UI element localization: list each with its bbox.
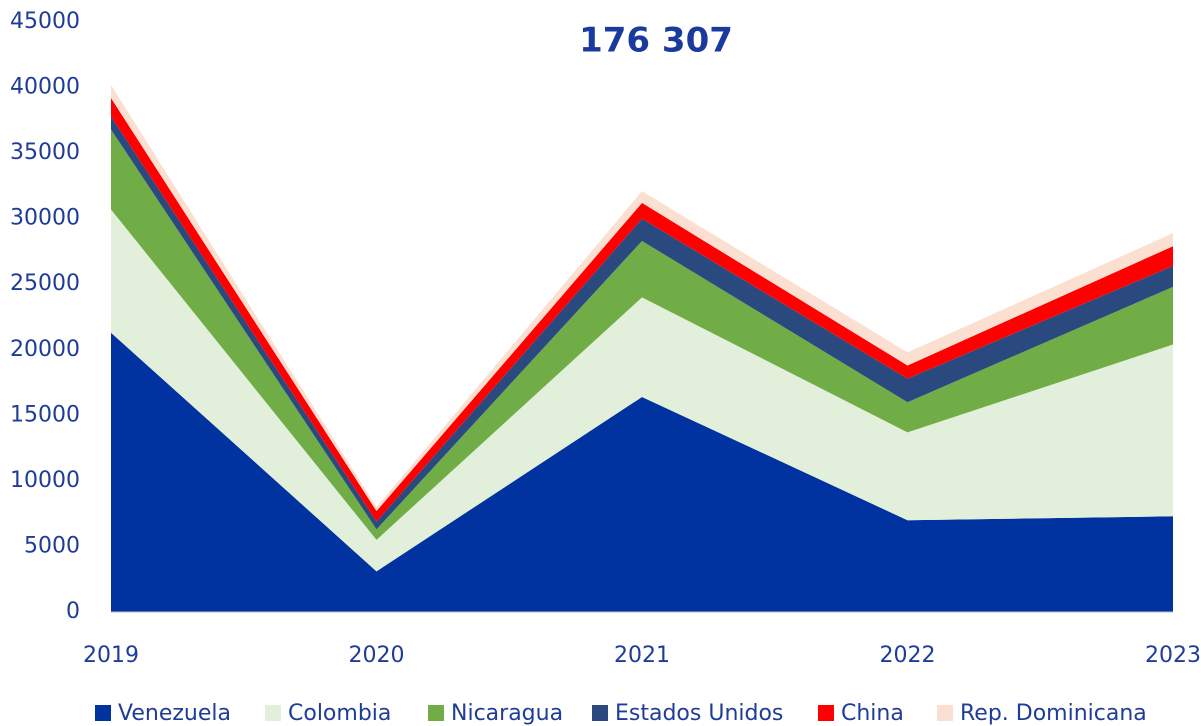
x-tick-label: 2022 (880, 643, 936, 668)
legend-label: Rep. Dominicana (960, 701, 1147, 726)
legend-swatch (265, 705, 281, 721)
y-tick-label: 0 (66, 599, 80, 624)
legend-label: Nicaragua (451, 701, 563, 726)
y-tick-label: 5000 (24, 533, 80, 558)
y-tick-label: 35000 (10, 140, 80, 165)
y-tick-label: 15000 (10, 402, 80, 427)
legend-swatch (95, 705, 111, 721)
y-tick-label: 45000 (10, 9, 80, 34)
chart-title: 176 307 (579, 21, 733, 61)
legend-swatch (592, 705, 608, 721)
x-tick-label: 2023 (1145, 643, 1201, 668)
area (111, 332, 1173, 612)
x-tick-label: 2019 (83, 643, 139, 668)
legend-label: Estados Unidos (615, 701, 783, 726)
legend-swatch (937, 705, 953, 721)
x-tick-label: 2020 (349, 643, 405, 668)
x-tick-label: 2021 (614, 643, 670, 668)
legend-swatch (818, 705, 834, 721)
area (111, 209, 1173, 572)
y-tick-label: 30000 (10, 206, 80, 231)
legend-label: Colombia (288, 701, 391, 726)
legend-swatch (428, 705, 444, 721)
y-tick-label: 25000 (10, 271, 80, 296)
legend-label: China (841, 701, 904, 726)
y-tick-label: 40000 (10, 75, 80, 100)
legend-label: Venezuela (118, 701, 231, 726)
y-tick-label: 20000 (10, 337, 80, 362)
y-tick-label: 10000 (10, 468, 80, 493)
